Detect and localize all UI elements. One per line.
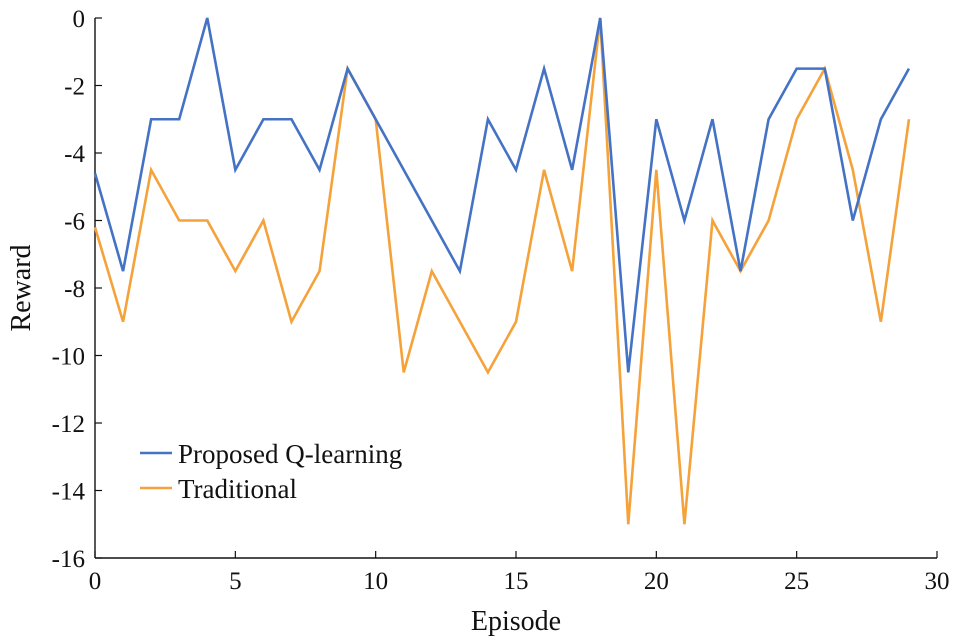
y-tick-label: -6: [64, 209, 85, 236]
x-tick-label: 5: [229, 568, 242, 595]
y-axis-title: Reward: [6, 244, 37, 331]
legend: Proposed Q-learning Traditional: [140, 439, 402, 504]
y-tick-label: -10: [52, 344, 85, 371]
x-tick-label: 15: [504, 568, 529, 595]
x-tick-label: 0: [89, 568, 102, 595]
series-line-proposed-q-learning: [93, 17, 911, 373]
y-tick-label: -2: [64, 74, 85, 101]
y-tick-label: -8: [64, 276, 85, 303]
y-tick-label: -12: [52, 411, 85, 438]
y-tick-label: -4: [64, 141, 85, 168]
series-line-traditional: [93, 17, 911, 525]
y-ticks: 0 -2 -4 -6 -8 -10 -12 -14 -16: [52, 6, 102, 573]
x-axis-title: Episode: [471, 606, 561, 637]
x-axis: 0 5 10 15 20 25 30: [89, 551, 950, 595]
legend-label-traditional: Traditional: [178, 474, 297, 504]
x-ticks: 0 5 10 15 20 25 30: [89, 551, 950, 595]
y-tick-label: 0: [73, 6, 86, 33]
x-tick-label: 20: [644, 568, 669, 595]
y-tick-label: -14: [52, 479, 86, 506]
legend-label-proposed-q-learning: Proposed Q-learning: [178, 439, 402, 469]
x-tick-label: 30: [925, 568, 950, 595]
y-axis: 0 -2 -4 -6 -8 -10 -12 -14 -16: [52, 6, 102, 573]
y-tick-label: -16: [52, 546, 85, 573]
x-tick-label: 10: [363, 568, 388, 595]
x-tick-label: 25: [784, 568, 809, 595]
series-group: [93, 17, 911, 525]
